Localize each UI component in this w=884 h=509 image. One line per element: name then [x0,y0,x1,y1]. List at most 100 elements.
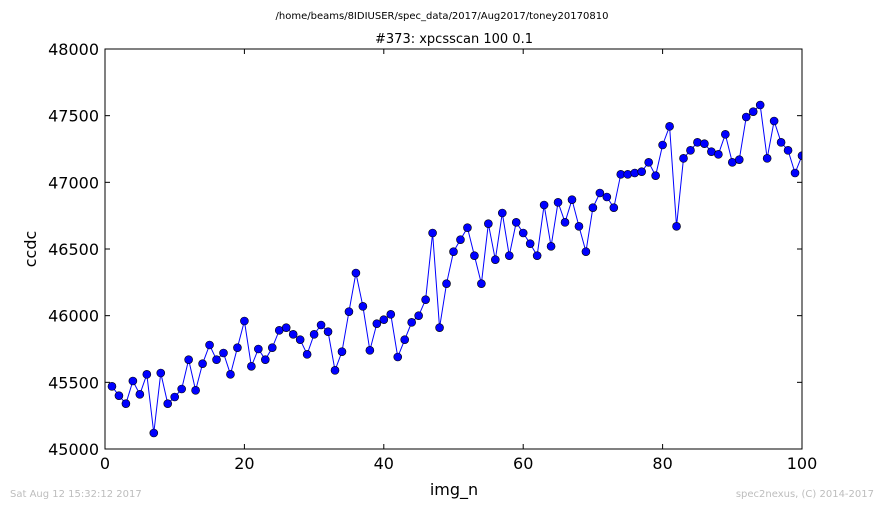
data-point [149,428,159,438]
data-point [267,343,277,352]
x-tick-label: 80 [652,454,672,473]
data-point [442,279,451,288]
data-point [609,203,619,212]
data-point [700,139,709,148]
data-point [484,219,493,228]
data-point [714,150,723,159]
data-point [797,151,802,160]
data-point [588,203,598,212]
chart-suptitle: /home/beams/8IDIUSER/spec_data/2017/Aug2… [276,11,609,22]
data-point [226,370,235,379]
data-point [358,302,368,311]
data-point [142,370,152,379]
data-point [170,392,179,402]
data-point [581,247,591,256]
x-tick-label: 0 [100,454,110,473]
data-point [734,155,744,164]
data-point [330,366,340,375]
data-point [156,368,166,378]
x-tick-label: 20 [234,454,254,473]
data-point [107,382,117,391]
data-point [651,171,660,180]
data-point [748,107,758,116]
y-tick-label: 48000 [48,40,99,59]
data-point [337,347,347,356]
data-point [658,140,667,150]
y-tick-label: 46500 [48,240,99,259]
data-point [407,318,416,327]
data-point [184,355,193,364]
data-point [233,343,242,352]
data-point [281,323,291,332]
data-point [630,168,640,178]
data-point [247,362,256,371]
data-point [135,390,145,399]
data-point [504,251,514,260]
data-point [560,218,570,227]
data-point [497,208,507,218]
data-point [414,311,423,320]
data-point [254,344,263,354]
data-point [351,268,361,278]
data-point [776,138,786,147]
y-axis-label: ccdc [21,231,40,268]
data-point [762,154,772,163]
footer-timestamp: Sat Aug 12 15:32:12 2017 [10,489,142,500]
data-point [567,195,577,204]
data-point [344,307,354,316]
data-point [790,168,800,178]
footer-credit: spec2nexus, (C) 2014-2017 [735,489,874,500]
data-point [532,251,542,260]
data-point [365,346,375,355]
data-point [783,146,793,155]
data-point [693,138,702,147]
data-point [198,359,207,368]
data-point [316,320,326,330]
data-point [261,355,270,364]
data-point [574,222,584,231]
data-point [421,295,430,304]
data-point [470,251,479,260]
series-layer [107,100,802,438]
data-point [491,255,500,264]
data-point [755,100,765,110]
data-point [721,130,730,139]
data-point [679,154,688,163]
data-point [177,384,186,394]
data-point [644,158,653,167]
data-point [637,167,646,176]
data-point [456,235,465,244]
x-axis-label: img_n [430,480,478,500]
data-point [449,247,458,256]
series-line [111,103,802,434]
data-point [686,146,695,155]
data-point [463,223,472,232]
y-tick-label: 46000 [48,307,99,326]
y-tick-label: 45000 [48,440,99,459]
data-point [323,327,333,336]
data-point [128,376,138,386]
data-point [400,335,410,344]
data-point [553,198,563,207]
data-point [205,340,214,350]
data-point [219,348,228,358]
data-point [623,170,633,179]
data-point [595,188,605,198]
data-point [769,116,779,126]
data-point [477,279,486,288]
y-tick-label: 47000 [48,173,99,192]
data-point [302,350,312,359]
data-point [602,192,612,202]
data-point [379,315,389,324]
data-point [511,218,521,227]
data-point [372,319,382,328]
data-point [393,352,403,362]
data-point [240,316,249,326]
data-point [435,323,444,332]
data-point [546,242,556,251]
x-tick-label: 100 [787,454,818,473]
data-point [163,399,173,408]
data-point [525,239,535,248]
x-tick-label: 40 [374,454,394,473]
